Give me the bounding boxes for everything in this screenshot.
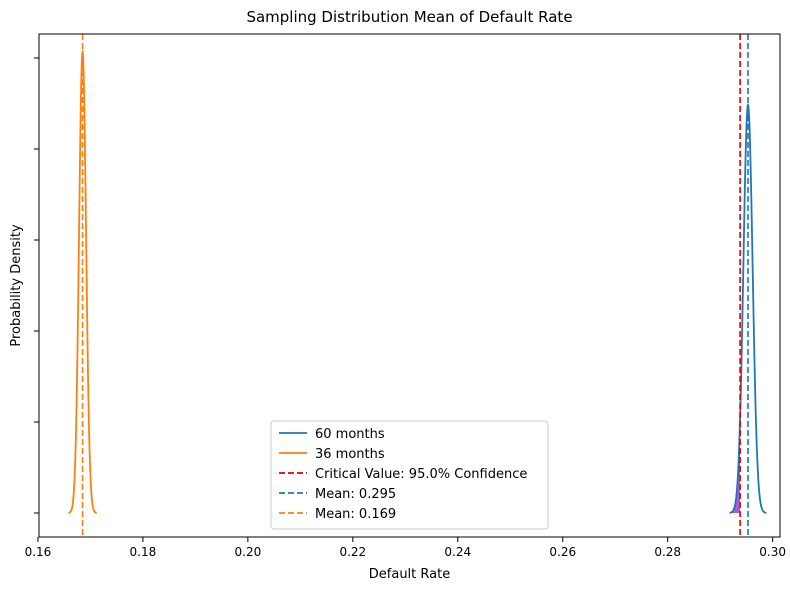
legend-label: Mean: 0.169 — [315, 507, 396, 522]
x-axis-label: Default Rate — [369, 567, 450, 582]
x-tick-label: 0.24 — [444, 545, 471, 559]
x-tick-label: 0.18 — [130, 545, 157, 559]
legend-box — [270, 420, 549, 530]
legend: 60 months 36 months Critical Value: 95.0% … — [270, 420, 549, 530]
legend-label: Critical Value: 95.0% Confidence — [315, 467, 527, 482]
x-tick-label: 0.20 — [235, 545, 262, 559]
axes-frame — [38, 33, 781, 538]
y-axis-ticks — [34, 57, 39, 514]
legend-label: 60 months — [315, 427, 385, 442]
x-tick-label: 0.22 — [339, 545, 366, 559]
legend-label: Mean: 0.295 — [315, 487, 396, 502]
chart-title: Sampling Distribution Mean of Default Ra… — [246, 8, 572, 26]
x-tick-label: 0.30 — [759, 545, 786, 559]
legend-label: 36 months — [315, 447, 385, 462]
x-tick-label: 0.26 — [549, 545, 576, 559]
x-axis-ticks: 0.16 0.18 0.20 0.22 0.24 0.26 0.28 0.30 — [25, 537, 786, 559]
series-line — [729, 102, 767, 514]
y-axis-label: Probability Density — [9, 224, 24, 347]
x-tick-label: 0.28 — [654, 545, 681, 559]
x-tick-label: 0.16 — [25, 545, 52, 559]
plot-layer — [68, 34, 767, 537]
